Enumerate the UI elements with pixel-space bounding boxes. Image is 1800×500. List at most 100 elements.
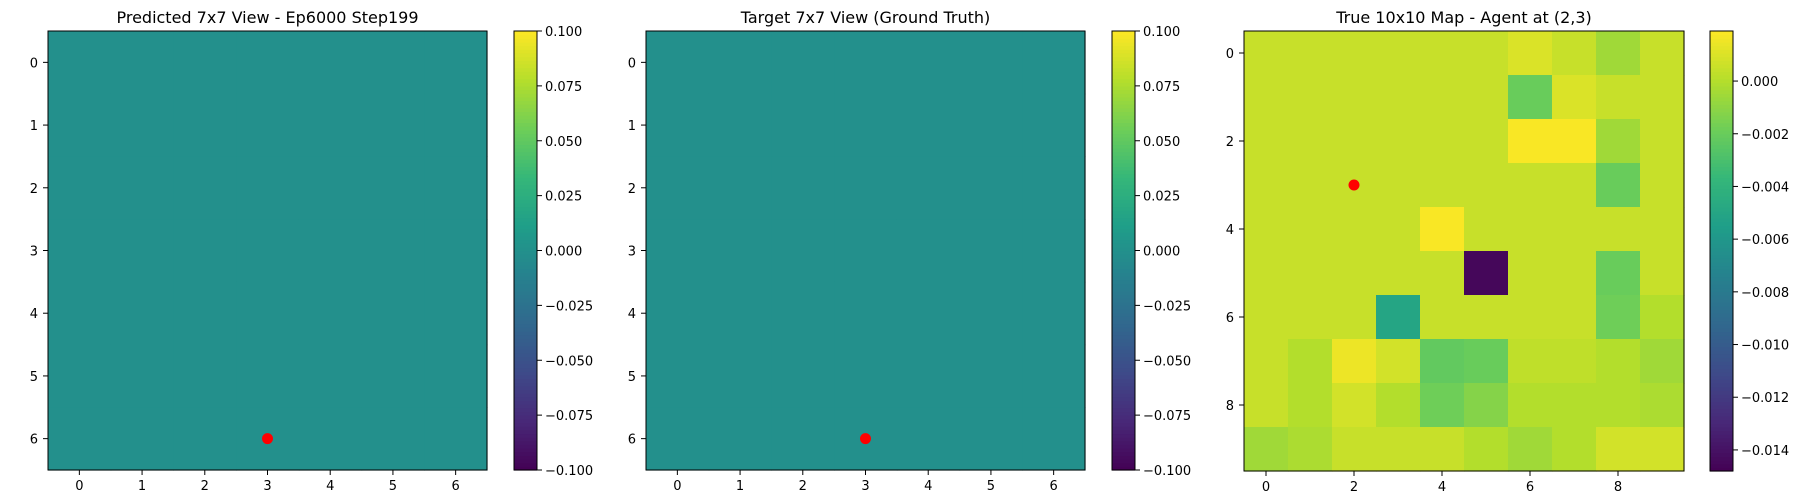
- colorbar-tick-label: −0.025: [1143, 299, 1191, 314]
- heatmap-cell: [646, 281, 710, 346]
- colorbar-segment: [1710, 390, 1733, 395]
- heatmap-cell: [48, 93, 112, 158]
- colorbar-tick-label: −0.006: [1741, 233, 1789, 248]
- colorbar-segment: [1112, 118, 1135, 124]
- colorbar-tick-label: −0.075: [545, 409, 593, 424]
- colorbar-segment: [514, 151, 537, 156]
- heatmap-cell: [1022, 31, 1086, 95]
- colorbar-segment: [1112, 287, 1135, 292]
- colorbar-segment: [514, 440, 537, 445]
- y-tick-label: 5: [30, 370, 38, 385]
- heatmap-cell: [424, 344, 488, 408]
- heatmap-cell: [646, 93, 710, 158]
- heatmap-cell: [896, 344, 961, 408]
- colorbar-segment: [1710, 397, 1733, 402]
- heatmap-cell: [1420, 295, 1465, 340]
- colorbar-segment: [1710, 320, 1733, 325]
- colorbar-segment: [1112, 290, 1135, 295]
- heatmap-cell: [1508, 31, 1553, 76]
- colorbar-segment: [1710, 243, 1733, 248]
- colorbar-segment: [1710, 445, 1733, 450]
- heatmap-cell: [236, 344, 300, 408]
- colorbar-segment: [1710, 75, 1733, 80]
- colorbar: −0.100 −0.075 −0.050 −0.025 0.000 0.025 0.050 0…: [1111, 25, 1191, 479]
- colorbar-segment: [1710, 232, 1733, 237]
- heatmap-cell: [1640, 295, 1685, 340]
- y-tick-label: 0: [30, 56, 38, 71]
- agent-marker: [1348, 179, 1360, 191]
- heatmap-cell: [298, 281, 363, 346]
- heatmap-cell: [1552, 119, 1597, 164]
- colorbar-segment: [1112, 159, 1135, 164]
- heatmap-cell: [1640, 31, 1685, 76]
- heatmap-cell: [236, 93, 300, 158]
- heatmap-cell: [110, 156, 175, 220]
- heatmap-cell: [1288, 31, 1333, 76]
- colorbar-segment: [514, 360, 537, 365]
- y-tick-label: 0: [628, 56, 636, 71]
- colorbar-tick-label: −0.002: [1741, 128, 1789, 143]
- colorbar-tick-label: 0.000: [1143, 245, 1180, 260]
- colorbar-segment: [514, 239, 537, 244]
- heatmap-cell: [1420, 31, 1465, 76]
- heatmap-cell: [1596, 119, 1641, 164]
- colorbar-segment: [1112, 345, 1135, 350]
- colorbar-segment: [1710, 467, 1733, 472]
- colorbar-segment: [1112, 129, 1135, 135]
- heatmap-cell: [1244, 163, 1289, 208]
- colorbar-segment: [1112, 173, 1135, 178]
- colorbar-segment: [1112, 437, 1135, 442]
- heatmap-cell: [1464, 31, 1509, 76]
- colorbar-segment: [514, 320, 537, 325]
- heatmap-cell: [1022, 219, 1086, 283]
- colorbar-segment: [1710, 225, 1733, 230]
- heatmap-cell: [1332, 207, 1377, 252]
- colorbar-segment: [1710, 438, 1733, 443]
- colorbar-segment: [1112, 360, 1135, 365]
- colorbar-segment: [1112, 433, 1135, 438]
- colorbar-segment: [1112, 93, 1135, 98]
- colorbar-segment: [514, 85, 537, 91]
- colorbar-segment: [1710, 317, 1733, 322]
- colorbar-segment: [1710, 386, 1733, 391]
- heatmap-cell: [1596, 295, 1641, 340]
- colorbar-segment: [1710, 405, 1733, 410]
- colorbar-segment: [1112, 52, 1135, 58]
- heatmap-cell: [1376, 251, 1421, 296]
- colorbar-segment: [514, 404, 537, 409]
- colorbar-segment: [514, 422, 537, 427]
- colorbar-segment: [514, 195, 537, 200]
- colorbar-segment: [1710, 126, 1733, 131]
- heatmap-cell: [1376, 163, 1421, 208]
- colorbar-segment: [1710, 463, 1733, 468]
- colorbar-segment: [514, 188, 537, 193]
- colorbar-segment: [1112, 301, 1135, 306]
- colorbar-segment: [1710, 159, 1733, 164]
- x-tick-label: 0: [673, 479, 681, 494]
- colorbar-segment: [514, 41, 537, 47]
- colorbar-segment: [514, 78, 537, 83]
- heatmap-cell: [708, 31, 773, 95]
- chart-panel-3: 0 2 4 6 8 0 2 4 6 8 True 10x10 Map - Agent at (2,3…: [1226, 8, 1789, 495]
- heatmap-cell: [1022, 156, 1086, 220]
- colorbar-segment: [1710, 56, 1733, 61]
- heatmap-cell: [1288, 207, 1333, 252]
- heatmap-cell: [1288, 339, 1333, 384]
- colorbar-tick-label: −0.010: [1741, 339, 1789, 354]
- colorbar-segment: [1112, 349, 1135, 354]
- heatmap-cell: [173, 31, 237, 95]
- heatmap-cell: [48, 281, 112, 346]
- colorbar-segment: [1112, 246, 1135, 252]
- heatmap-cell: [110, 344, 175, 408]
- x-tick-label: 0: [1262, 480, 1270, 495]
- heatmap-cell: [1022, 281, 1086, 346]
- colorbar-segment: [1710, 170, 1733, 175]
- colorbar-segment: [514, 232, 537, 237]
- colorbar-segment: [514, 385, 537, 391]
- colorbar-segment: [514, 162, 537, 167]
- colorbar-segment: [1710, 350, 1733, 355]
- colorbar-segment: [1710, 383, 1733, 388]
- colorbar-segment: [1112, 338, 1135, 343]
- colorbar-segment: [1710, 45, 1733, 50]
- heatmap-cell: [1420, 251, 1465, 296]
